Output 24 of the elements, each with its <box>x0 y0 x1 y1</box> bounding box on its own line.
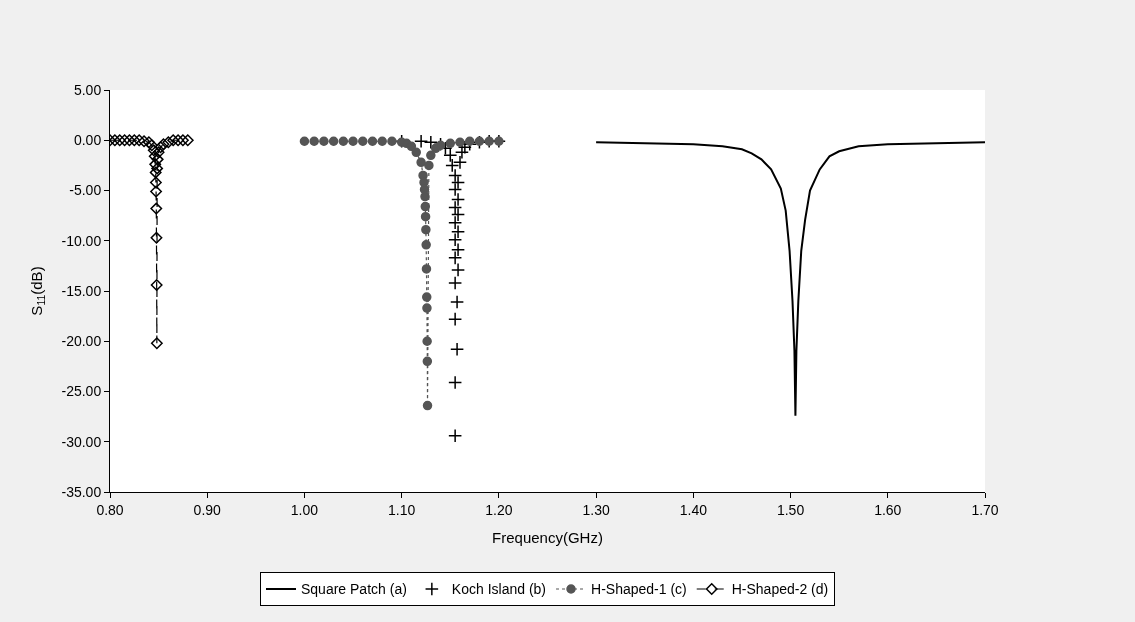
legend-label: Square Patch (a) <box>301 581 407 598</box>
legend-label: H-Shaped-1 (c) <box>591 581 687 598</box>
y-tick-label: -30.00 <box>61 433 102 450</box>
x-axis-title: Frequency(GHz) <box>492 528 603 546</box>
x-tick-label: 1.70 <box>971 501 999 518</box>
legend-label: H-Shaped-2 (d) <box>731 581 829 598</box>
y-tick-label: -35.00 <box>61 483 102 500</box>
y-tick-label: 0.00 <box>73 132 102 149</box>
y-tick-label: -5.00 <box>69 182 102 199</box>
x-tick-label: 1.30 <box>582 501 610 518</box>
y-tick-label: -25.00 <box>61 383 102 400</box>
x-tick-label: 1.10 <box>388 501 416 518</box>
x-tick-label: 0.80 <box>96 501 124 518</box>
y-tick-label: -20.00 <box>61 333 102 350</box>
x-tick-label: 1.20 <box>485 501 513 518</box>
x-tick-label: 0.90 <box>193 501 222 518</box>
y-tick-label: -15.00 <box>61 282 102 299</box>
x-tick-label: 1.60 <box>874 501 902 518</box>
legend-label: Koch Island (b) <box>451 581 547 598</box>
x-tick-label: 1.00 <box>290 501 319 518</box>
x-tick-label: 1.40 <box>679 501 708 518</box>
y-tick-label: 5.00 <box>73 81 102 98</box>
x-tick-label: 1.50 <box>776 501 805 518</box>
y-tick-label: -10.00 <box>61 232 102 249</box>
